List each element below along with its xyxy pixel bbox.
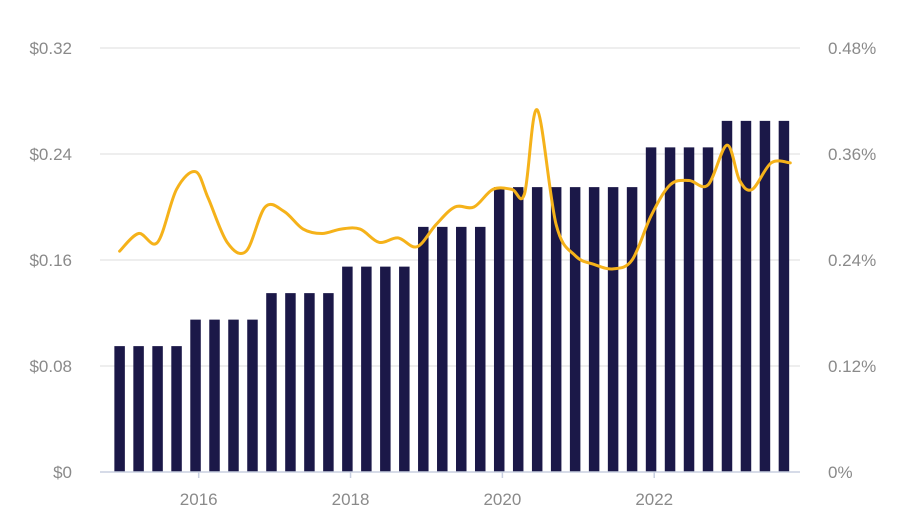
bar-series: [114, 120, 790, 472]
bar: [247, 319, 258, 472]
bar: [266, 293, 277, 472]
left-tick-label: $0.16: [29, 251, 72, 270]
bar: [626, 187, 638, 472]
bar: [342, 266, 353, 472]
bar: [588, 187, 600, 472]
yield-line: [118, 108, 792, 271]
right-tick-label: 0%: [828, 463, 853, 482]
bar: [361, 266, 372, 472]
line-series: [118, 108, 792, 271]
bar: [569, 187, 581, 472]
bar: [759, 120, 771, 472]
bar: [171, 346, 182, 472]
bar: [228, 319, 239, 472]
bar: [380, 266, 391, 472]
bar: [399, 266, 410, 472]
bar: [740, 120, 752, 472]
bar: [285, 293, 296, 472]
bar: [607, 187, 619, 472]
left-tick-label: $0.24: [29, 145, 72, 164]
bar: [493, 187, 505, 472]
bar: [133, 346, 144, 472]
x-tick-label: 2020: [483, 490, 521, 509]
bar: [418, 226, 429, 472]
bar: [512, 187, 524, 472]
right-tick-label: 0.36%: [828, 145, 876, 164]
bar: [114, 346, 125, 472]
right-tick-label: 0.24%: [828, 251, 876, 270]
bar: [437, 226, 448, 472]
bar: [190, 319, 201, 472]
bar: [323, 293, 334, 472]
bar: [209, 319, 220, 472]
bar: [721, 120, 733, 472]
bar: [304, 293, 315, 472]
x-tick-label: 2018: [332, 490, 370, 509]
bar: [456, 226, 467, 472]
bar: [531, 187, 543, 472]
bar: [683, 147, 695, 472]
right-tick-label: 0.12%: [828, 357, 876, 376]
left-tick-label: $0.32: [29, 39, 72, 58]
left-axis-ticks: $0 $0.08 $0.16 $0.24 $0.32: [29, 39, 72, 482]
x-tick-label: 2022: [635, 490, 673, 509]
left-tick-label: $0.08: [29, 357, 72, 376]
bar: [778, 120, 790, 472]
bar: [664, 147, 676, 472]
bar: [702, 147, 714, 472]
x-tick-label: 2016: [180, 490, 218, 509]
grid-lines: [100, 47, 800, 367]
right-axis-ticks: 0% 0.12% 0.24% 0.36% 0.48%: [828, 39, 876, 482]
right-tick-label: 0.48%: [828, 39, 876, 58]
bar: [474, 226, 486, 472]
x-axis-ticks: 2016 2018 2020 2022: [180, 472, 673, 509]
bar: [550, 187, 562, 472]
bar: [152, 346, 163, 472]
left-tick-label: $0: [53, 463, 72, 482]
bar: [645, 147, 657, 472]
